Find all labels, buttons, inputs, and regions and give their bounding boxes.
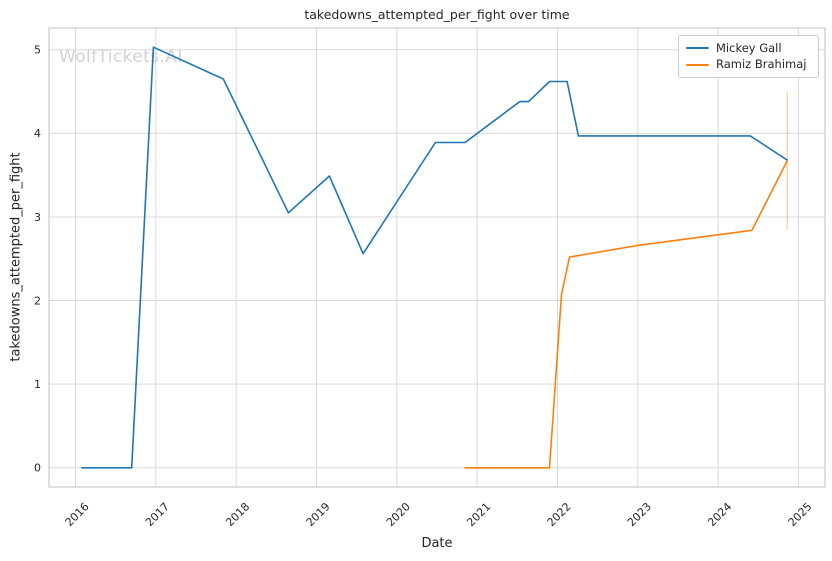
watermark: WolfTickets.AI (59, 47, 183, 67)
y-tick-label: 1 (34, 378, 41, 391)
chart-title: takedowns_attempted_per_fight over time (304, 7, 570, 22)
x-tick-label: 2016 (63, 500, 92, 529)
x-tick-label: 2023 (625, 500, 654, 529)
x-tick-label: 2019 (304, 500, 333, 529)
legend-label: Ramiz Brahimaj (716, 57, 807, 71)
legend: Mickey Gall Ramiz Brahimaj (678, 35, 819, 78)
legend-line-swatch-orange (686, 63, 709, 66)
y-axis-label: takedowns_attempted_per_fight (8, 152, 24, 362)
y-tick-label: 3 (34, 211, 41, 224)
series-line-mickey-gall (81, 46, 789, 469)
y-tick-label: 2 (34, 294, 41, 307)
x-tick-label: 2024 (705, 500, 734, 529)
x-tick-label: 2022 (545, 500, 574, 529)
x-axis-label: Date (421, 536, 453, 551)
x-tick-label: 2017 (143, 500, 172, 529)
x-tick-label: 2020 (384, 500, 413, 529)
legend-entry-ramiz-brahimaj: Ramiz Brahimaj (686, 57, 818, 71)
y-tick-label: 4 (34, 127, 41, 140)
y-tick-label: 0 (34, 462, 41, 475)
x-tick-label: 2018 (223, 500, 252, 529)
x-tick-label: 2021 (464, 500, 493, 529)
series-line-ramiz-brahimaj (464, 160, 789, 469)
x-tick-label: 2025 (786, 500, 815, 529)
legend-label: Mickey Gall (716, 40, 782, 55)
y-tick-label: 5 (34, 44, 41, 57)
axes-frame (48, 27, 826, 488)
legend-line-swatch-blue (686, 47, 709, 50)
legend-entry-mickey-gall: Mickey Gall (686, 40, 818, 55)
